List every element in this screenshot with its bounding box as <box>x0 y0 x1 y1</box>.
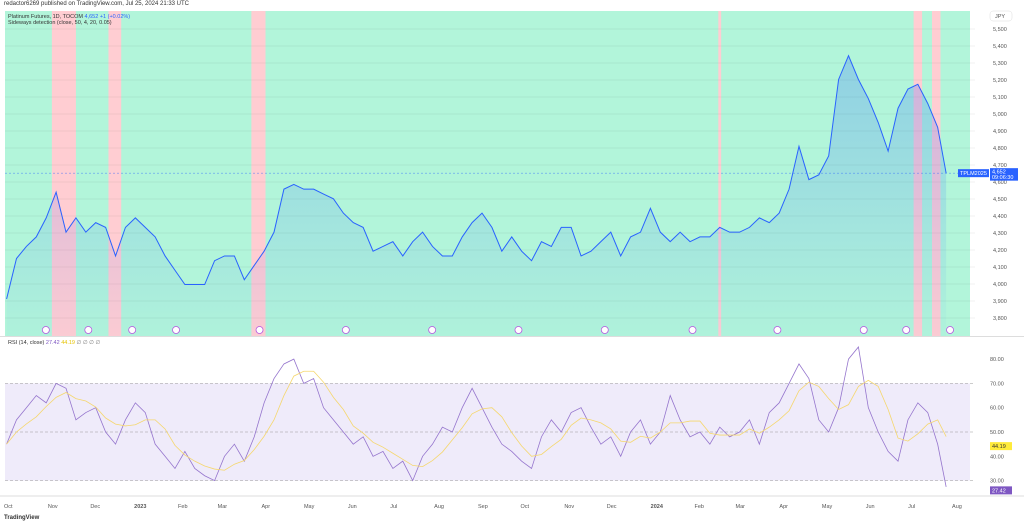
price-tick: 4,100 <box>993 265 1007 271</box>
time-tick: Jun <box>866 504 875 510</box>
event-marker-icon[interactable] <box>428 326 437 334</box>
time-tick: Nov <box>564 504 574 510</box>
price-tag <box>990 168 1018 181</box>
price-tick: 3,900 <box>993 299 1007 305</box>
time-tick: Sep <box>478 504 488 510</box>
price-tick: 4,000 <box>993 282 1007 288</box>
price-tick: 5,500 <box>993 27 1007 33</box>
time-tick: Mar <box>218 504 228 510</box>
price-tick: 5,300 <box>993 61 1007 67</box>
trend-band <box>718 11 722 336</box>
rsi-ma-line <box>6 370 947 471</box>
event-marker-icon[interactable] <box>341 326 350 334</box>
time-tick: Jun <box>348 504 357 510</box>
rsi-tick: 50.00 <box>990 430 1004 436</box>
rsi-tick: 40.00 <box>990 454 1004 460</box>
price-tick: 4,300 <box>993 231 1007 237</box>
time-tick: Jul <box>390 504 397 510</box>
time-tick: Apr <box>779 504 788 510</box>
rsi-ma-tag-text: 44.19 <box>992 444 1006 450</box>
event-marker-icon[interactable] <box>172 326 180 334</box>
main-legend: Platinum Futures, 1D, TOCOM 4,652 +1 (+0… <box>8 14 130 26</box>
time-tick: May <box>822 504 833 510</box>
rsi-value: 27.42 <box>45 340 60 346</box>
event-marker-icon[interactable] <box>514 326 523 334</box>
time-tick: Feb <box>178 504 187 510</box>
event-marker-icon[interactable] <box>688 326 697 334</box>
event-marker-icon[interactable] <box>859 326 868 334</box>
rsi-ma-value: 44.19 <box>61 340 75 346</box>
time-tick: May <box>304 504 315 510</box>
rsi-tick: 60.00 <box>990 406 1004 412</box>
time-tick: 2023 <box>134 504 146 510</box>
price-tick: 4,600 <box>993 180 1007 186</box>
tradingview-logo[interactable]: TradingView <box>4 515 39 521</box>
rsi-ma-tag <box>990 442 1012 451</box>
rsi-tag-text: 27.42 <box>992 488 1006 494</box>
price-area <box>6 55 947 336</box>
event-marker-icon[interactable] <box>41 326 50 334</box>
price-tick: 5,000 <box>993 112 1007 118</box>
time-tick: 2024 <box>651 504 664 510</box>
time-tick: Jul <box>908 504 915 510</box>
price-tick: 5,400 <box>993 44 1007 50</box>
price-tick: 5,100 <box>993 95 1007 101</box>
price-tick: 4,700 <box>993 163 1007 169</box>
event-marker-icon[interactable] <box>946 326 954 334</box>
publish-info: redactor6269 published on TradingView.co… <box>4 1 190 7</box>
price-tick: 5,200 <box>993 78 1007 84</box>
indicator-label: Sideways detection (close, 50, 4, 20, 0.… <box>8 20 112 26</box>
event-marker-icon[interactable] <box>84 326 93 334</box>
time-tick: Dec <box>90 504 100 510</box>
price-tick: 3,800 <box>993 316 1007 322</box>
time-tick: Dec <box>607 504 617 510</box>
price-tag-value: 4,652 <box>992 170 1006 176</box>
event-marker-icon[interactable] <box>773 326 782 334</box>
rsi-legend: RSI (14, close) 27.42 44.19 ∅ ∅ ∅ ∅ <box>8 340 100 346</box>
time-tick: Oct <box>4 504 13 510</box>
rsi-tag <box>990 486 1012 495</box>
price-tick: 4,800 <box>993 146 1007 152</box>
symbol-label: Platinum Futures, 1D, TOCOM <box>8 14 83 20</box>
time-tick: Aug <box>952 504 962 510</box>
event-marker-icon[interactable] <box>255 326 264 334</box>
logo-text: TradingView <box>4 515 40 521</box>
rsi-line <box>6 346 947 487</box>
time-tick: Feb <box>695 504 704 510</box>
symbol-tag-text: TPLM2025 <box>960 171 987 177</box>
price-tick: 4,200 <box>993 248 1007 254</box>
rsi-title: RSI (14, close) <box>8 340 45 346</box>
currency-button[interactable] <box>989 10 1013 22</box>
rsi-tick: 70.00 <box>990 381 1004 387</box>
price-change: +1 (+0.02%) <box>99 14 131 20</box>
time-tick: Nov <box>48 504 58 510</box>
rsi-tick: 30.00 <box>990 479 1004 485</box>
symbol-tag <box>958 169 989 178</box>
event-marker-icon[interactable] <box>128 326 137 334</box>
rsi-extra: ∅ ∅ ∅ ∅ <box>76 340 101 346</box>
time-tick: Oct <box>520 504 529 510</box>
currency-label: JPY <box>995 14 1005 20</box>
time-tick: Aug <box>434 504 444 510</box>
time-tick: Apr <box>262 504 271 510</box>
price-tick: 4,400 <box>993 214 1007 220</box>
event-marker-icon[interactable] <box>600 326 609 334</box>
price-line <box>6 54 947 300</box>
last-price: 4,652 <box>84 14 99 20</box>
time-tick: Mar <box>736 504 746 510</box>
price-tag-countdown: 09:06:30 <box>992 175 1013 181</box>
rsi-tick: 80.00 <box>990 357 1004 363</box>
event-marker-icon[interactable] <box>902 326 911 334</box>
price-tick: 4,500 <box>993 197 1007 203</box>
price-tick: 4,900 <box>993 129 1007 135</box>
